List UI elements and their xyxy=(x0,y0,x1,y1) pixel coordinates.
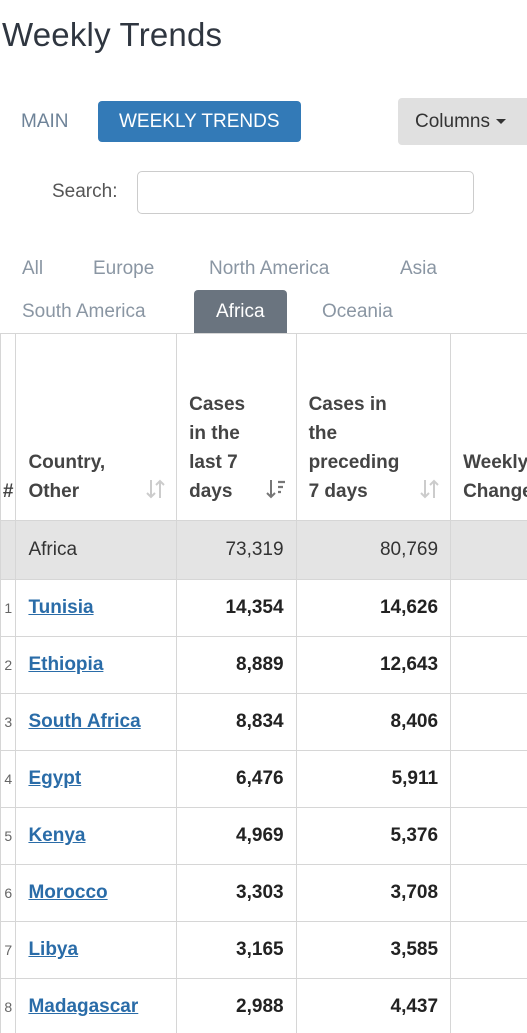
number-cell: 4,437 xyxy=(296,979,450,1033)
empty-cell xyxy=(451,694,527,751)
empty-cell xyxy=(451,751,527,808)
index-cell: 6 xyxy=(1,865,16,922)
caret-icon xyxy=(496,119,506,124)
column-header[interactable]: Weekly % Change xyxy=(451,334,527,521)
page-title: Weekly Trends xyxy=(2,16,222,54)
number-cell: 2,988 xyxy=(177,979,296,1033)
number-cell: 3,165 xyxy=(177,922,296,979)
country-cell: Tunisia xyxy=(16,580,177,637)
country-link[interactable]: Egypt xyxy=(28,768,81,789)
region-tab[interactable]: North America xyxy=(187,247,351,290)
empty-cell xyxy=(451,808,527,865)
data-table: # Country, Other Cases in the last 7 days C… xyxy=(0,333,527,1033)
index-cell: 2 xyxy=(1,637,16,694)
empty-cell xyxy=(451,865,527,922)
number-cell: 14,626 xyxy=(296,580,450,637)
country-cell: South Africa xyxy=(16,694,177,751)
number-cell: 73,319 xyxy=(177,521,296,580)
region-tab[interactable]: Europe xyxy=(71,247,176,290)
country-link[interactable]: Madagascar xyxy=(28,996,138,1017)
number-cell: 8,834 xyxy=(177,694,296,751)
region-tab[interactable]: Asia xyxy=(378,247,459,290)
country-link[interactable]: Tunisia xyxy=(28,597,93,618)
column-header[interactable]: Cases in the last 7 days xyxy=(177,334,296,521)
sort-icon xyxy=(420,478,440,500)
country-link[interactable]: Kenya xyxy=(28,825,85,846)
header-text: Weekly % Change xyxy=(463,448,527,506)
index-cell: 4 xyxy=(1,751,16,808)
column-header[interactable]: Country, Other xyxy=(16,334,177,521)
region-tab[interactable]: All xyxy=(0,247,65,290)
number-cell: 8,406 xyxy=(296,694,450,751)
number-cell: 14,354 xyxy=(177,580,296,637)
number-cell: 3,585 xyxy=(296,922,450,979)
search-input[interactable] xyxy=(137,171,474,214)
number-cell: 5,911 xyxy=(296,751,450,808)
number-cell: 80,769 xyxy=(296,521,450,580)
index-cell xyxy=(1,521,16,580)
header-text: # xyxy=(1,477,15,506)
country-cell: Kenya xyxy=(16,808,177,865)
country-cell: Ethiopia xyxy=(16,637,177,694)
number-cell: 8,889 xyxy=(177,637,296,694)
empty-cell xyxy=(451,521,527,580)
country-cell: Egypt xyxy=(16,751,177,808)
header-text: Country, Other xyxy=(28,448,128,506)
region-tab[interactable]: Oceania xyxy=(300,290,415,333)
sort-icon xyxy=(146,478,166,500)
columns-label: Columns xyxy=(415,111,490,132)
number-cell: 3,303 xyxy=(177,865,296,922)
region-cell: Africa xyxy=(16,521,177,580)
country-cell: Libya xyxy=(16,922,177,979)
header-text: Cases in the last 7 days xyxy=(189,390,259,506)
number-cell: 5,376 xyxy=(296,808,450,865)
nav-tab[interactable]: MAIN xyxy=(0,101,90,142)
column-header[interactable]: # xyxy=(1,334,16,521)
country-link[interactable]: Libya xyxy=(28,939,78,960)
column-header[interactable]: Cases in the preceding 7 days xyxy=(296,334,450,521)
table-container: # Country, Other Cases in the last 7 days C… xyxy=(0,333,527,1033)
sort-icon xyxy=(266,478,286,500)
search-label: Search: xyxy=(52,181,117,203)
country-link[interactable]: Ethiopia xyxy=(28,654,103,675)
number-cell: 4,969 xyxy=(177,808,296,865)
header-row: # Country, Other Cases in the last 7 days C… xyxy=(1,334,527,521)
index-cell: 8 xyxy=(1,979,16,1033)
empty-cell xyxy=(451,637,527,694)
index-cell: 7 xyxy=(1,922,16,979)
nav-tab[interactable]: WEEKLY TRENDS xyxy=(98,101,301,142)
index-cell: 3 xyxy=(1,694,16,751)
columns-button[interactable]: Columns xyxy=(398,98,527,145)
country-link[interactable]: Morocco xyxy=(28,882,107,903)
number-cell: 12,643 xyxy=(296,637,450,694)
number-cell: 6,476 xyxy=(177,751,296,808)
empty-cell xyxy=(451,922,527,979)
header-text: Cases in the preceding 7 days xyxy=(309,390,409,506)
region-tab[interactable]: South America xyxy=(0,290,168,333)
index-cell: 5 xyxy=(1,808,16,865)
number-cell: 3,708 xyxy=(296,865,450,922)
empty-cell xyxy=(451,580,527,637)
region-tab[interactable]: Africa xyxy=(194,290,287,333)
index-cell: 1 xyxy=(1,580,16,637)
empty-cell xyxy=(451,979,527,1033)
country-cell: Morocco xyxy=(16,865,177,922)
country-link[interactable]: South Africa xyxy=(28,711,140,732)
country-cell: Madagascar xyxy=(16,979,177,1033)
